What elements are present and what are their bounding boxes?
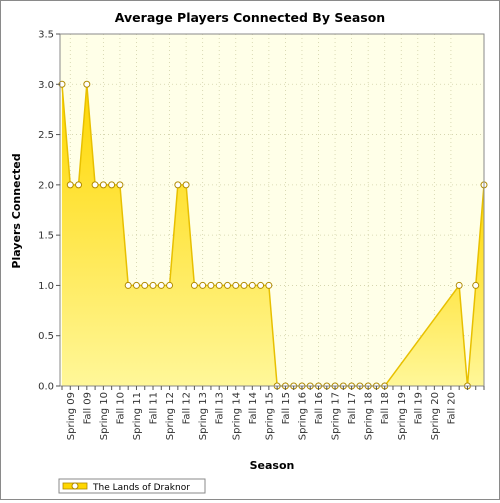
data-point <box>223 281 231 289</box>
x-tick-label: Spring 10 <box>99 392 110 440</box>
y-tick-label: 1.5 <box>38 231 54 242</box>
plot-area: 0.0 0.5 1.0 1.5 2.0 2.5 3.0 3.5 Spring 09 Fall 09… <box>38 30 488 440</box>
x-tick-label: Spring 15 <box>264 392 275 440</box>
x-tick-label: Spring 20 <box>430 392 441 440</box>
data-point <box>240 281 248 289</box>
y-tick-label: 1.0 <box>38 281 54 292</box>
x-tick-label: Fall 14 <box>248 392 259 424</box>
data-point <box>99 181 107 189</box>
data-point <box>455 281 463 289</box>
data-point <box>83 80 91 88</box>
data-point <box>232 281 240 289</box>
data-point <box>472 281 480 289</box>
data-point <box>265 281 273 289</box>
data-point <box>199 281 207 289</box>
y-axis-label: Players Connected <box>10 153 23 268</box>
y-tick-label: 3.0 <box>38 80 54 91</box>
x-tick-label: Fall 09 <box>82 392 93 424</box>
y-tick-label: 2.0 <box>38 180 54 191</box>
data-point <box>166 281 174 289</box>
legend: The Lands of Draknor <box>58 478 206 494</box>
y-tick-label: 0.5 <box>38 331 54 342</box>
x-tick-label: Fall 19 <box>413 392 424 424</box>
data-point <box>116 181 124 189</box>
chart-title: Average Players Connected By Season <box>115 10 385 25</box>
x-tick-label: Spring 14 <box>231 392 242 440</box>
x-tick-label: Spring 18 <box>364 392 375 440</box>
x-tick-label: Fall 13 <box>215 392 226 424</box>
data-point <box>248 281 256 289</box>
x-tick-label: Fall 20 <box>446 392 457 424</box>
x-tick-label: Spring 19 <box>397 392 408 440</box>
data-point <box>215 281 223 289</box>
data-point <box>174 181 182 189</box>
data-point <box>124 281 132 289</box>
data-point <box>207 281 215 289</box>
data-point <box>149 281 157 289</box>
data-point <box>91 181 99 189</box>
x-axis-label: Season <box>250 459 295 472</box>
data-point <box>190 281 198 289</box>
x-tick-label: Spring 13 <box>198 392 209 440</box>
data-point <box>157 281 165 289</box>
legend-box <box>58 478 206 494</box>
x-tick-label: Spring 12 <box>165 392 176 440</box>
x-tick-label: Fall 18 <box>380 392 391 424</box>
x-tick-label: Fall 10 <box>115 392 126 424</box>
data-point <box>182 181 190 189</box>
y-tick-label: 0.0 <box>38 382 54 393</box>
plot-border <box>59 33 485 387</box>
data-point <box>141 281 149 289</box>
y-tick-label: 3.5 <box>38 30 54 41</box>
data-point <box>66 181 74 189</box>
y-tick-label: 2.5 <box>38 130 54 141</box>
data-point <box>75 181 83 189</box>
series-area <box>62 84 385 386</box>
data-point <box>108 181 116 189</box>
x-tick-label: Fall 15 <box>281 392 292 424</box>
legend-marker <box>71 482 79 490</box>
x-tick-label: Fall 11 <box>149 392 160 424</box>
x-tick-label: Spring 11 <box>132 392 143 440</box>
x-tick-label: Spring 09 <box>66 392 77 440</box>
series-area <box>384 184 484 386</box>
x-tick-label: Fall 17 <box>347 392 358 424</box>
data-point <box>132 281 140 289</box>
x-tick-label: Spring 16 <box>297 392 308 440</box>
x-tick-label: Fall 16 <box>314 392 325 424</box>
x-tick-label: Fall 12 <box>182 392 193 424</box>
data-point <box>257 281 265 289</box>
x-tick-label: Spring 17 <box>331 392 342 440</box>
legend-label: The Lands of Draknor <box>92 483 190 493</box>
